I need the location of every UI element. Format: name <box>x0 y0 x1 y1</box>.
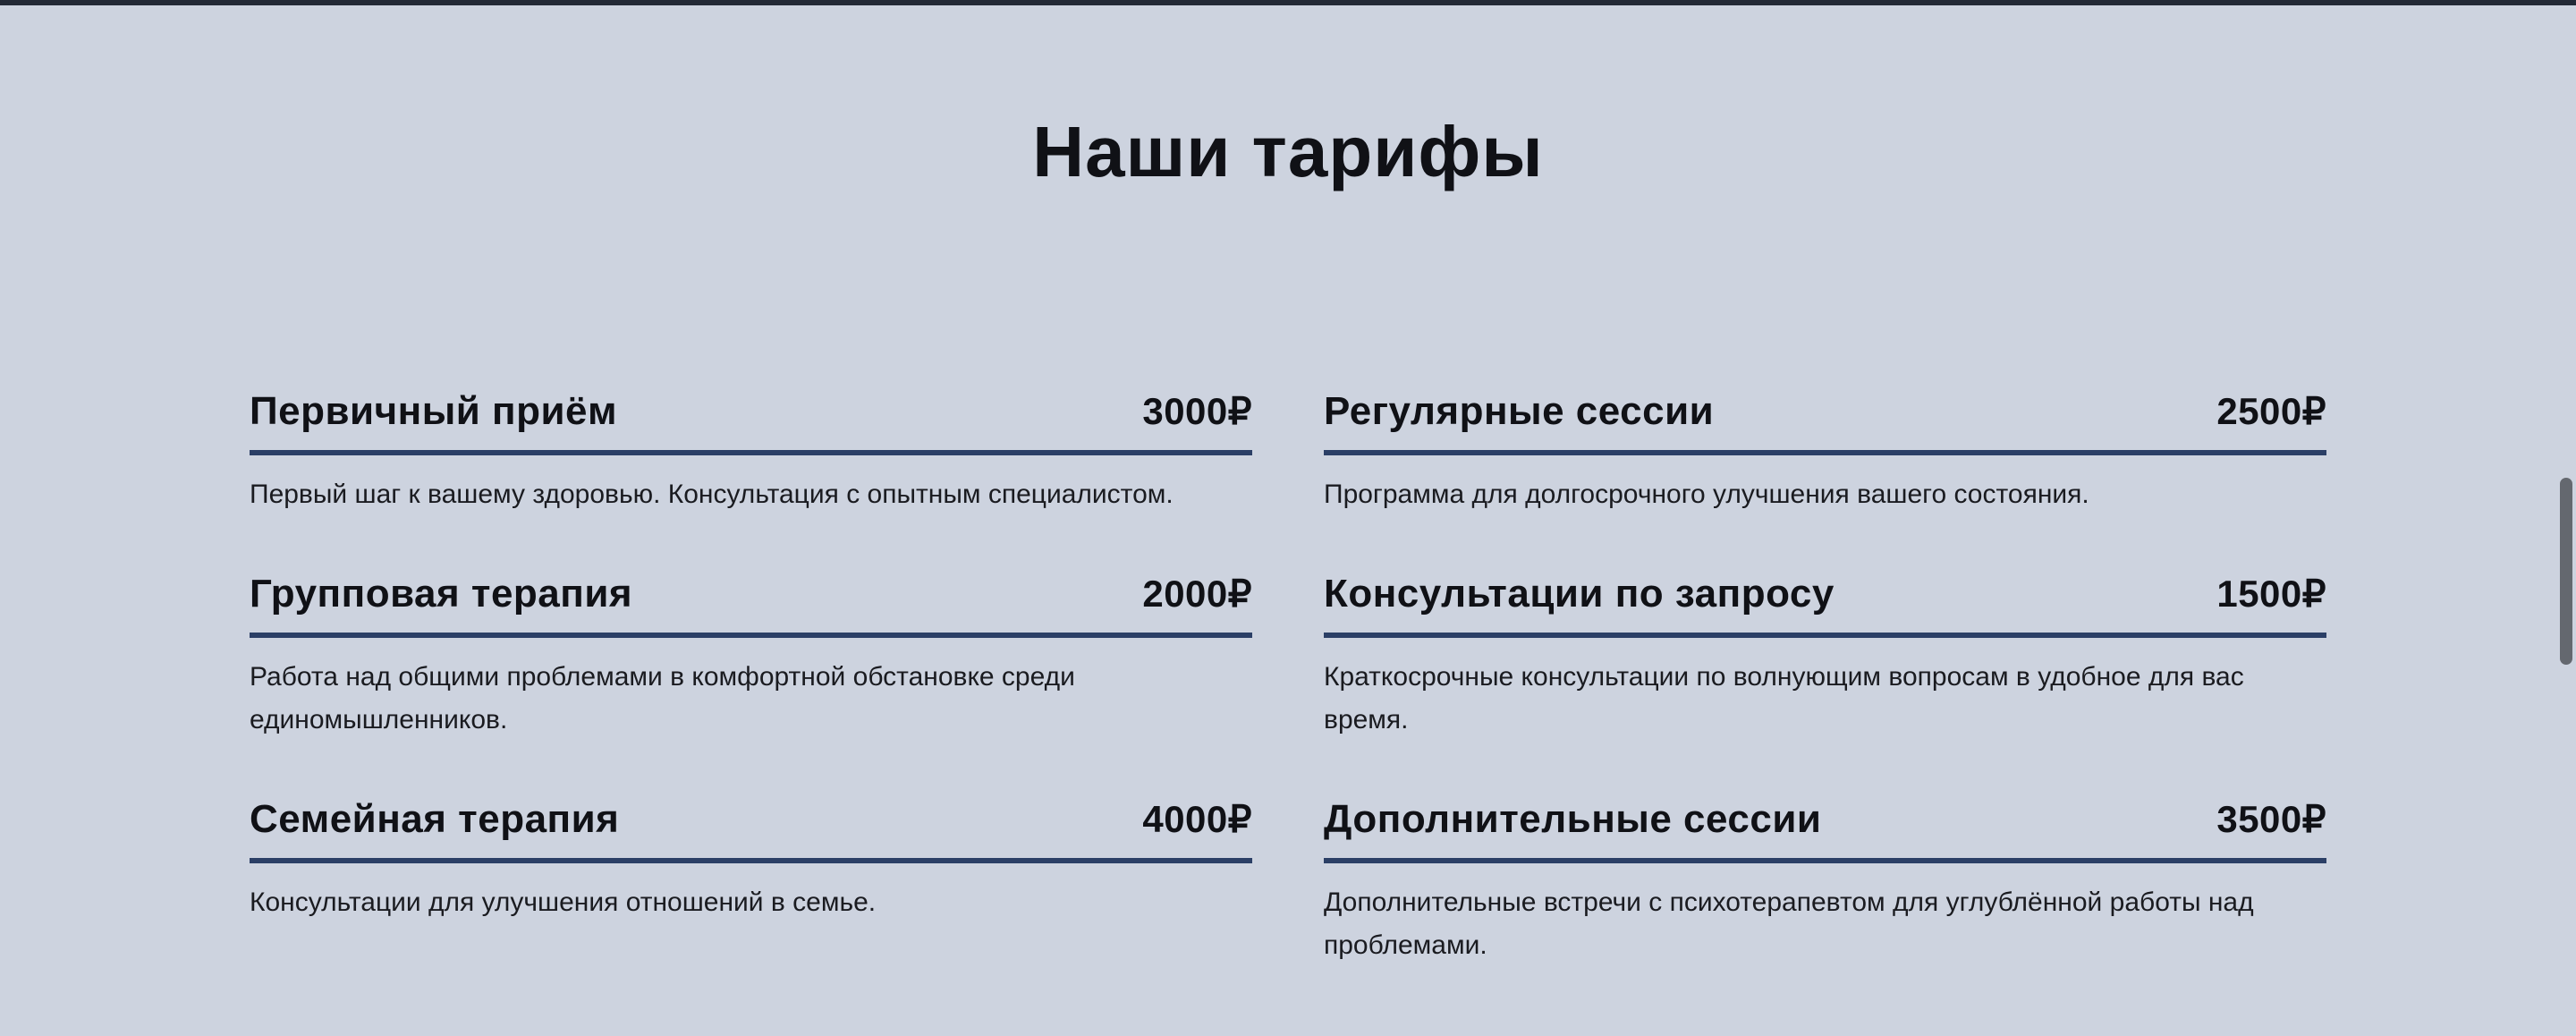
price-item-price: 4000₽ <box>1142 798 1252 840</box>
price-item-price: 1500₽ <box>2216 573 2326 615</box>
price-item-name: Дополнительные сессии <box>1324 797 1822 841</box>
price-item-description: Консультации для улучшения отношений в с… <box>250 887 877 917</box>
price-item-header: Регулярные сессии 2500₽ <box>1324 387 2326 436</box>
price-item-divider <box>250 633 1252 638</box>
price-item-description: Первый шаг к вашему здоровью. Консультац… <box>250 480 1174 509</box>
price-item-name: Регулярные сессии <box>1324 389 1715 433</box>
price-item-description: Программа для долгосрочного улучшения ва… <box>1324 480 2089 509</box>
price-item-price: 2000₽ <box>1142 573 1252 615</box>
price-item-description: Дополнительные встречи с психотерапевтом… <box>1324 887 2254 960</box>
price-item-regulyarnye-sessii: Регулярные сессии 2500₽ Программа для до… <box>1324 387 2326 516</box>
price-item-header: Первичный приём 3000₽ <box>250 387 1252 436</box>
price-item-header: Дополнительные сессии 3500₽ <box>1324 795 2326 844</box>
price-item-pervichnyy-priyom: Первичный приём 3000₽ Первый шаг к вашем… <box>250 387 1252 516</box>
price-item-header: Консультации по запросу 1500₽ <box>1324 570 2326 618</box>
price-item-name: Групповая терапия <box>250 572 633 616</box>
price-item-konsultatsii-po-zaprosu: Консультации по запросу 1500₽ Краткосроч… <box>1324 570 2326 742</box>
price-item-divider <box>1324 450 2326 455</box>
price-item-name: Консультации по запросу <box>1324 572 1835 616</box>
price-item-price: 3500₽ <box>2216 798 2326 840</box>
price-item-price: 3000₽ <box>1142 390 1252 432</box>
price-item-description: Работа над общими проблемами в комфортно… <box>250 662 1075 735</box>
vertical-scrollbar-thumb[interactable] <box>2560 478 2572 665</box>
price-item-divider <box>1324 858 2326 863</box>
price-item-gruppovaya-terapiya: Групповая терапия 2000₽ Работа над общим… <box>250 570 1252 742</box>
pricing-column-left: Первичный приём 3000₽ Первый шаг к вашем… <box>250 387 1252 967</box>
price-item-description: Краткосрочные консультации по волнующим … <box>1324 662 2244 735</box>
top-edge-bar <box>0 0 2576 5</box>
price-item-divider <box>250 858 1252 863</box>
pricing-column-right: Регулярные сессии 2500₽ Программа для до… <box>1324 387 2326 967</box>
page-title: Наши тарифы <box>1032 112 1544 191</box>
price-item-name: Семейная терапия <box>250 797 620 841</box>
price-item-semeynaya-terapiya: Семейная терапия 4000₽ Консультации для … <box>250 795 1252 924</box>
price-item-price: 2500₽ <box>2216 390 2326 432</box>
price-item-divider <box>1324 633 2326 638</box>
price-item-name: Первичный приём <box>250 389 618 433</box>
pricing-section: Первичный приём 3000₽ Первый шаг к вашем… <box>250 387 2326 967</box>
price-item-header: Семейная терапия 4000₽ <box>250 795 1252 844</box>
price-item-dopolnitelnye-sessii: Дополнительные сессии 3500₽ Дополнительн… <box>1324 795 2326 967</box>
price-item-header: Групповая терапия 2000₽ <box>250 570 1252 618</box>
price-item-divider <box>250 450 1252 455</box>
